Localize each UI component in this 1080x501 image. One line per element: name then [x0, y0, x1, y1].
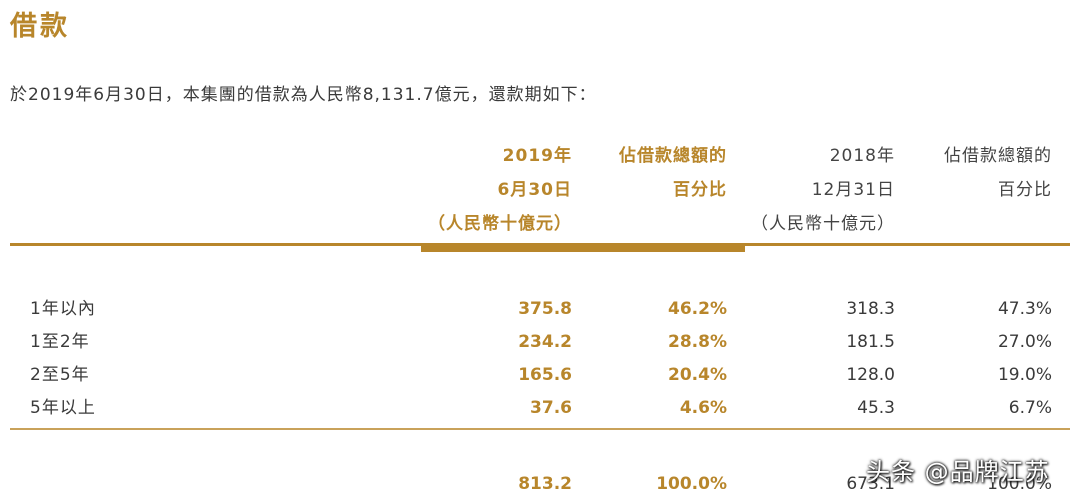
table-row: 1年以內 375.8 46.2% 318.3 47.3% [0, 293, 1080, 325]
table-row: 2至5年 165.6 20.4% 128.0 19.0% [0, 359, 1080, 391]
row-label: 2至5年 [30, 365, 90, 385]
percent-2018: 19.0% [997, 365, 1052, 385]
total-percent-2019: 100.0% [656, 474, 727, 494]
total-divider [10, 428, 1070, 430]
header-divider-highlight [421, 243, 745, 252]
header-line: 12月31日 [811, 180, 895, 200]
percent-2018: 47.3% [997, 299, 1052, 319]
table-row: 1至2年 234.2 28.8% 181.5 27.0% [0, 326, 1080, 358]
header-2019-amount: 2019年 6月30日 （人民幣十億元） [420, 139, 572, 241]
header-line: 2018年 [829, 146, 895, 166]
percent-2018: 6.7% [1008, 398, 1052, 418]
header-2019-percent: 佔借款總額的 百分比 [585, 139, 727, 207]
header-line: （人民幣十億元） [428, 214, 572, 234]
header-2018-percent: 佔借款總額的 百分比 [905, 139, 1052, 207]
total-row: 813.2 100.0% 673.1 100.0% [0, 468, 1080, 500]
watermark: 头条 @品牌江苏 [866, 458, 1050, 486]
value-2019: 165.6 [518, 365, 572, 385]
header-line: 6月30日 [497, 180, 572, 200]
value-2018: 128.0 [846, 365, 895, 385]
intro-text: 於2019年6月30日，本集團的借款為人民幣8,131.7億元，還款期如下： [10, 85, 597, 105]
percent-2019: 20.4% [668, 365, 727, 385]
percent-2018: 27.0% [997, 332, 1052, 352]
percent-2019: 46.2% [668, 299, 727, 319]
header-2018-amount: 2018年 12月31日 （人民幣十億元） [740, 139, 895, 241]
page-title: 借款 [10, 11, 70, 42]
header-line: 2019年 [502, 146, 572, 166]
total-percent-2018: 100.0% [987, 474, 1052, 494]
percent-2019: 28.8% [668, 332, 727, 352]
value-2019: 37.6 [530, 398, 572, 418]
value-2018: 318.3 [846, 299, 895, 319]
header-line: 佔借款總額的 [619, 146, 727, 166]
percent-2019: 4.6% [679, 398, 727, 418]
value-2019: 234.2 [518, 332, 572, 352]
header-line: 佔借款總額的 [944, 146, 1052, 166]
row-label: 1年以內 [30, 299, 96, 319]
header-line: 百分比 [998, 180, 1052, 200]
row-label: 5年以上 [30, 398, 96, 418]
total-2019: 813.2 [518, 474, 572, 494]
row-label: 1至2年 [30, 332, 90, 352]
header-line: 百分比 [673, 180, 727, 200]
total-2018: 673.1 [846, 474, 895, 494]
value-2018: 181.5 [846, 332, 895, 352]
header-line: （人民幣十億元） [751, 214, 895, 234]
value-2019: 375.8 [518, 299, 572, 319]
table-row: 5年以上 37.6 4.6% 45.3 6.7% [0, 392, 1080, 424]
value-2018: 45.3 [857, 398, 895, 418]
